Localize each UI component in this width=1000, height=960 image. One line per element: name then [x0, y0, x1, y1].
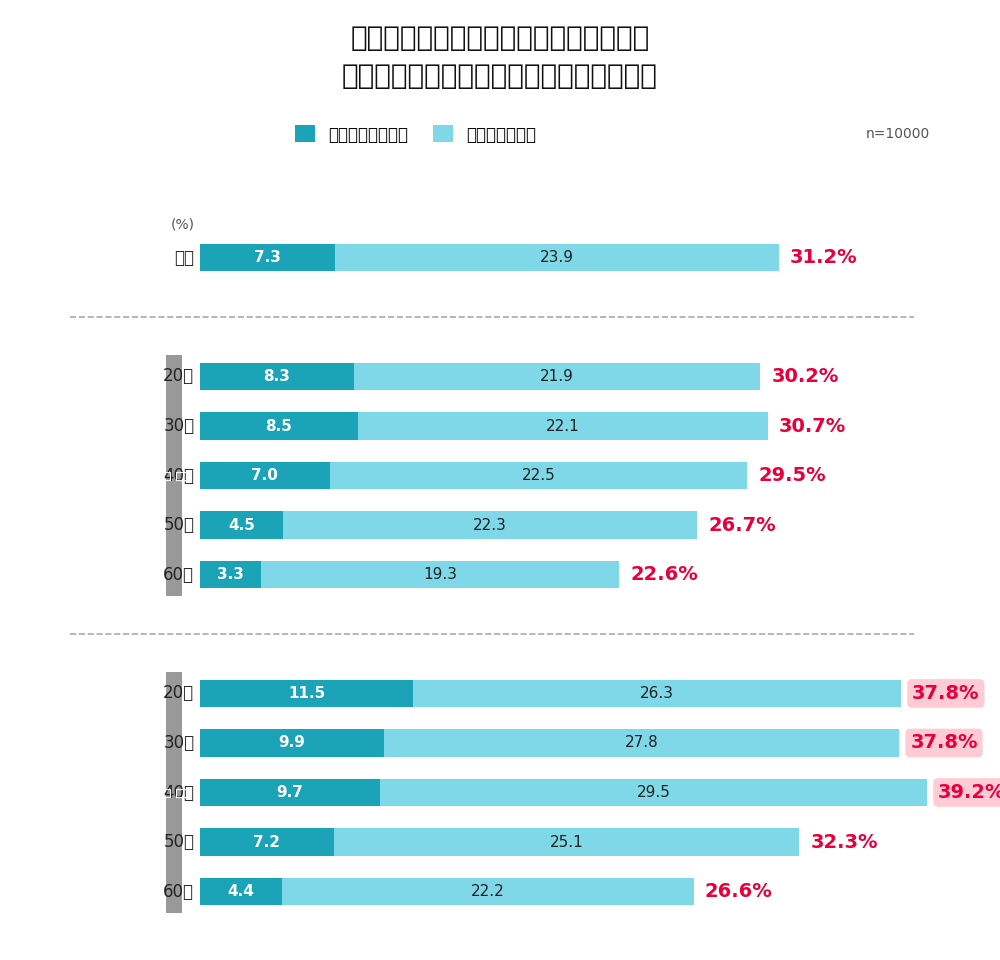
Text: 20代: 20代 — [163, 684, 194, 703]
Text: 女
性: 女 性 — [155, 787, 193, 798]
Text: 29.5: 29.5 — [637, 785, 671, 800]
Text: 22.1: 22.1 — [546, 419, 580, 434]
Text: 遺伝子検査や生体データの解析などで、: 遺伝子検査や生体データの解析などで、 — [350, 24, 650, 52]
Text: 50代: 50代 — [163, 516, 194, 534]
Bar — [384, 730, 899, 756]
Text: 自身の健康リスクをあらかじめ把握したい: 自身の健康リスクをあらかじめ把握したい — [342, 62, 658, 90]
Bar — [200, 828, 334, 855]
Text: 8.5: 8.5 — [265, 419, 292, 434]
Text: 37.8%: 37.8% — [912, 684, 980, 703]
Text: 21.9: 21.9 — [540, 369, 574, 384]
Bar — [166, 672, 182, 913]
Text: 39.2%: 39.2% — [938, 783, 1000, 802]
Text: 26.7%: 26.7% — [708, 516, 776, 535]
Bar — [261, 561, 619, 588]
Bar — [200, 779, 380, 806]
Bar — [335, 244, 779, 272]
Bar — [166, 355, 182, 595]
Text: n=10000: n=10000 — [866, 127, 930, 141]
Text: (%): (%) — [170, 218, 194, 231]
Bar — [200, 561, 261, 588]
Text: 29.5%: 29.5% — [758, 466, 826, 485]
Text: 19.3: 19.3 — [423, 567, 457, 582]
Text: 9.9: 9.9 — [278, 735, 305, 751]
Text: 4.5: 4.5 — [228, 517, 255, 533]
Text: 31.2%: 31.2% — [790, 248, 858, 267]
Bar — [200, 878, 282, 905]
Legend: 非常にあてはまる, ややあてはまる: 非常にあてはまる, ややあてはまる — [288, 119, 543, 150]
Text: 50代: 50代 — [163, 833, 194, 852]
Bar — [354, 363, 760, 390]
Text: 7.3: 7.3 — [254, 251, 281, 265]
Text: 26.6%: 26.6% — [705, 882, 772, 901]
Bar — [282, 878, 694, 905]
Text: 30.2%: 30.2% — [771, 367, 839, 386]
Text: 40代: 40代 — [163, 783, 194, 802]
Text: 30代: 30代 — [163, 417, 194, 435]
Bar — [200, 363, 354, 390]
Bar — [334, 828, 799, 855]
Text: 3.3: 3.3 — [217, 567, 244, 582]
Bar — [283, 512, 697, 539]
Bar — [200, 244, 335, 272]
Text: 25.1: 25.1 — [550, 834, 583, 850]
Bar — [200, 680, 413, 708]
Text: 60代: 60代 — [163, 882, 194, 900]
Text: 32.3%: 32.3% — [810, 832, 878, 852]
Text: 23.9: 23.9 — [540, 251, 574, 265]
Text: 男
性: 男 性 — [155, 470, 193, 481]
Bar — [200, 413, 358, 440]
Text: 27.8: 27.8 — [625, 735, 658, 751]
Text: 20代: 20代 — [163, 368, 194, 386]
Text: 11.5: 11.5 — [288, 686, 325, 701]
Text: 7.0: 7.0 — [251, 468, 278, 483]
Text: 22.6%: 22.6% — [630, 565, 698, 584]
Bar — [200, 462, 330, 490]
Bar — [200, 730, 384, 756]
Text: 8.3: 8.3 — [263, 369, 290, 384]
Text: 22.3: 22.3 — [473, 517, 507, 533]
Bar — [330, 462, 747, 490]
Text: 7.2: 7.2 — [253, 834, 280, 850]
Bar — [413, 680, 901, 708]
Bar — [200, 512, 283, 539]
Text: 22.2: 22.2 — [471, 884, 504, 900]
Text: 30代: 30代 — [163, 734, 194, 752]
Text: 26.3: 26.3 — [640, 686, 674, 701]
Text: 22.5: 22.5 — [522, 468, 555, 483]
Text: 30.7%: 30.7% — [779, 417, 846, 436]
Text: 60代: 60代 — [163, 565, 194, 584]
Text: 9.7: 9.7 — [276, 785, 303, 800]
Text: 37.8%: 37.8% — [910, 733, 978, 753]
Text: 40代: 40代 — [163, 467, 194, 485]
Text: 全体: 全体 — [174, 249, 194, 267]
Bar — [380, 779, 927, 806]
Text: 4.4: 4.4 — [227, 884, 254, 900]
Bar — [358, 413, 768, 440]
